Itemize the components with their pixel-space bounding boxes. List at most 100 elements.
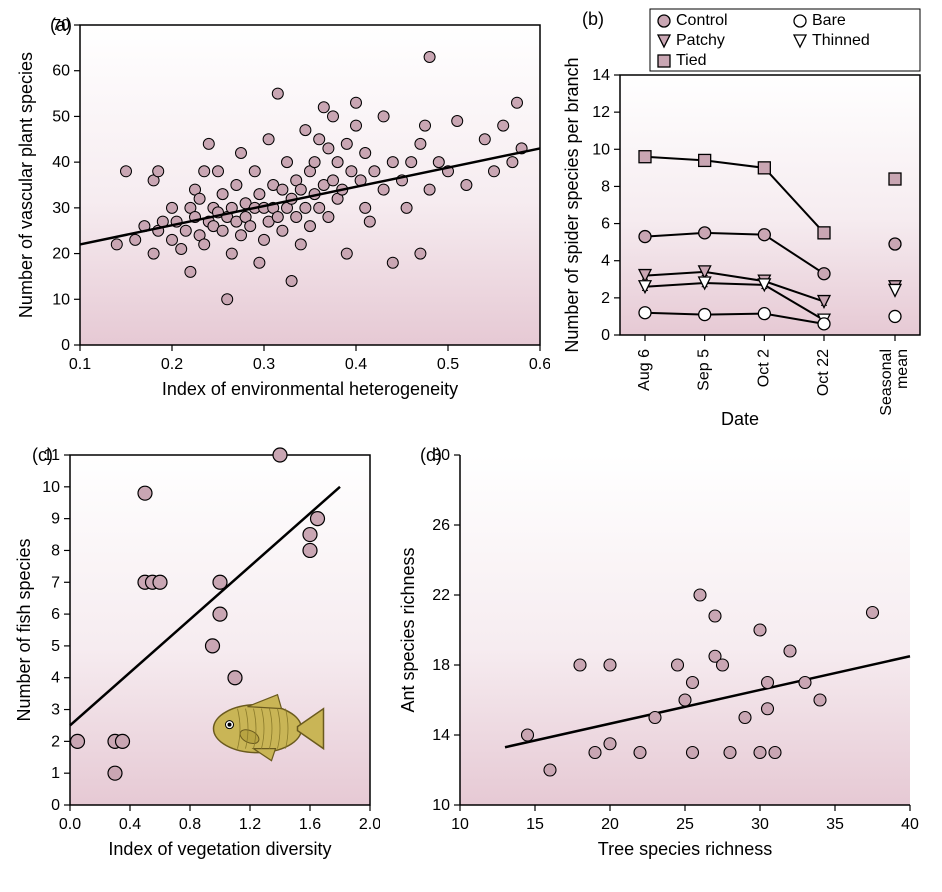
data-point (277, 184, 288, 195)
svg-text:0.5: 0.5 (437, 356, 459, 373)
data-point (639, 307, 651, 319)
data-point (180, 225, 191, 236)
data-point (758, 308, 770, 320)
svg-text:Control: Control (676, 12, 728, 29)
data-point (889, 238, 901, 250)
data-point (116, 734, 130, 748)
data-point (387, 257, 398, 268)
panel-a-label: (a) (50, 15, 72, 35)
panel-c-label: (c) (32, 445, 53, 465)
svg-text:30: 30 (52, 200, 70, 217)
svg-text:0.3: 0.3 (253, 356, 275, 373)
data-point (717, 659, 729, 671)
svg-text:0.4: 0.4 (345, 356, 367, 373)
svg-text:10: 10 (592, 141, 610, 158)
data-point (762, 677, 774, 689)
data-point (364, 216, 375, 227)
data-point (699, 309, 711, 321)
data-point (332, 157, 343, 168)
data-point (522, 729, 534, 741)
svg-text:0.6: 0.6 (529, 356, 550, 373)
data-point (433, 157, 444, 168)
svg-text:10: 10 (52, 291, 70, 308)
data-point (739, 712, 751, 724)
data-point (341, 248, 352, 259)
data-point (236, 148, 247, 159)
data-point (236, 230, 247, 241)
data-point (213, 607, 227, 621)
data-point (328, 175, 339, 186)
data-point (604, 738, 616, 750)
data-point (769, 747, 781, 759)
data-point (323, 143, 334, 154)
svg-text:10: 10 (42, 479, 60, 496)
svg-text:14: 14 (432, 727, 450, 744)
data-point (889, 173, 901, 185)
data-point (249, 166, 260, 177)
data-point (311, 512, 325, 526)
data-point (111, 239, 122, 250)
svg-text:3: 3 (51, 702, 60, 719)
svg-text:0.1: 0.1 (69, 356, 91, 373)
panel-b-ylabel: Number of spider species per branch (562, 57, 582, 352)
data-point (300, 125, 311, 136)
data-point (213, 575, 227, 589)
panel-b-label: (b) (582, 9, 604, 29)
svg-text:Seasonal: Seasonal (878, 349, 895, 416)
data-point (153, 166, 164, 177)
data-point (341, 138, 352, 149)
svg-text:60: 60 (52, 63, 70, 80)
svg-text:30: 30 (751, 816, 769, 833)
data-point (784, 645, 796, 657)
svg-text:mean: mean (894, 349, 911, 389)
svg-text:4: 4 (51, 670, 60, 687)
data-point (699, 227, 711, 239)
legend: ControlBarePatchyThinnedTied (650, 9, 920, 71)
data-point (544, 764, 556, 776)
data-point (799, 677, 811, 689)
panel-a-xlabel: Index of environmental heterogeneity (162, 379, 458, 399)
svg-text:Oct 22: Oct 22 (815, 349, 832, 396)
svg-text:Bare: Bare (812, 12, 846, 29)
data-point (360, 202, 371, 213)
data-point (479, 134, 490, 145)
data-point (649, 712, 661, 724)
data-point (300, 202, 311, 213)
svg-text:9: 9 (51, 511, 60, 528)
data-point (295, 184, 306, 195)
svg-text:14: 14 (592, 67, 610, 84)
data-point (231, 180, 242, 191)
data-point (679, 694, 691, 706)
data-point (314, 202, 325, 213)
data-point (758, 162, 770, 174)
data-point (108, 766, 122, 780)
data-point (245, 221, 256, 232)
data-point (452, 116, 463, 127)
data-point (259, 234, 270, 245)
svg-text:50: 50 (52, 108, 70, 125)
svg-text:2.0: 2.0 (359, 816, 380, 833)
data-point (167, 202, 178, 213)
data-point (634, 747, 646, 759)
data-point (318, 102, 329, 113)
data-point (291, 212, 302, 223)
svg-text:20: 20 (52, 246, 70, 263)
data-point (754, 624, 766, 636)
data-point (273, 448, 287, 462)
panel-c-xlabel: Index of vegetation diversity (108, 839, 331, 859)
svg-text:Patchy: Patchy (676, 32, 725, 49)
svg-text:Sep 5: Sep 5 (696, 349, 713, 391)
data-point (185, 266, 196, 277)
data-point (687, 747, 699, 759)
data-point (148, 248, 159, 259)
data-point (309, 157, 320, 168)
data-point (222, 294, 233, 305)
data-point (323, 212, 334, 223)
data-point (217, 189, 228, 200)
data-point (217, 225, 228, 236)
svg-text:5: 5 (51, 638, 60, 655)
data-point (709, 610, 721, 622)
svg-text:26: 26 (432, 517, 450, 534)
data-point (199, 239, 210, 250)
data-point (378, 111, 389, 122)
